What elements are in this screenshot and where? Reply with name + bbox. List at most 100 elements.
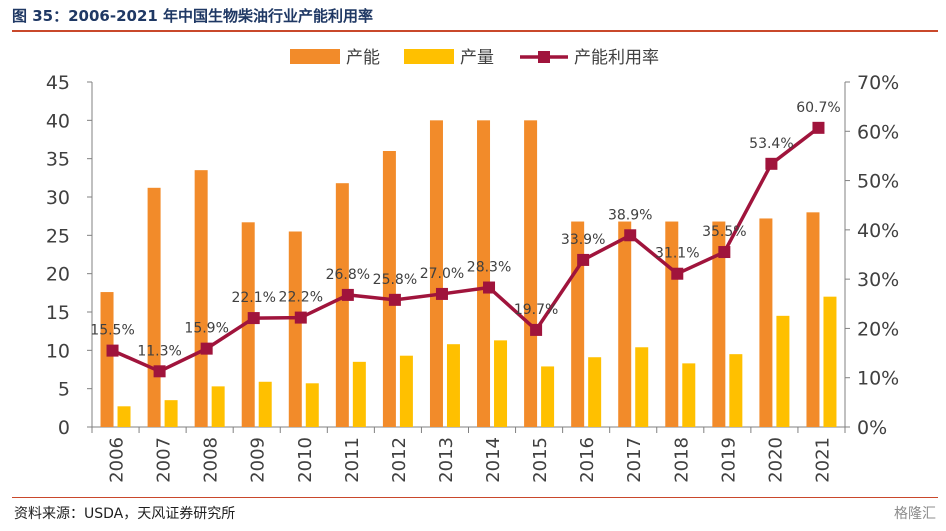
- output-bar: [823, 296, 837, 427]
- utilization-data-label: 28.3%: [467, 260, 511, 276]
- utilization-marker: [106, 344, 119, 357]
- left-tick-label: 25: [46, 225, 70, 247]
- x-tick-label: 2014: [483, 437, 504, 483]
- watermark-logo: 格隆汇: [894, 506, 936, 522]
- utilization-marker: [718, 246, 731, 259]
- chart: 0 5 10 15 20 25 30 35 40 45 0% 10% 20% 30% 40% 50% 60% 70…: [46, 48, 899, 483]
- utilization-data-label: 31.1%: [655, 246, 699, 262]
- x-tick-label: 2011: [342, 437, 363, 483]
- x-tick-label: 2017: [624, 437, 645, 483]
- right-tick-label: 60%: [857, 121, 899, 143]
- x-tick-label: 2021: [812, 437, 833, 483]
- right-tick-label: 0%: [857, 417, 887, 439]
- footer-rule: [12, 497, 938, 498]
- utilization-marker: [812, 121, 825, 134]
- utilization-data-label: 15.9%: [184, 321, 228, 337]
- utilization-marker: [483, 281, 496, 294]
- output-bar: [164, 400, 178, 427]
- capacity-bar: [194, 170, 208, 427]
- x-tick-label: 2007: [154, 437, 175, 483]
- utilization-marker: [200, 342, 213, 355]
- utilization-data-label: 35.5%: [702, 224, 746, 240]
- x-tick-label: 2016: [577, 437, 598, 483]
- utilization-data-label: 33.9%: [561, 232, 605, 248]
- left-tick-label: 20: [46, 264, 70, 286]
- x-tick-label: 2019: [718, 437, 739, 483]
- output-bar: [635, 347, 649, 427]
- capacity-bar: [100, 292, 114, 427]
- output-bar: [258, 381, 272, 427]
- capacity-bar: [429, 120, 443, 427]
- utilization-marker: [577, 253, 590, 266]
- title-rule: [12, 30, 938, 32]
- x-tick-label: 2009: [248, 437, 269, 483]
- output-bar: [117, 406, 131, 427]
- left-tick-label: 40: [46, 110, 70, 132]
- legend-utilization-marker: [538, 51, 550, 63]
- source-note: 资料来源：USDA，天风证券研究所: [14, 506, 236, 522]
- utilization-data-label: 60.7%: [796, 100, 840, 116]
- left-tick-label: 10: [46, 340, 70, 362]
- legend-capacity-label: 产能: [346, 48, 380, 68]
- output-bar: [682, 363, 696, 427]
- utilization-data-label: 26.8%: [326, 267, 370, 283]
- utilization-marker: [530, 323, 543, 336]
- left-tick-label: 5: [58, 379, 70, 401]
- capacity-bar: [618, 221, 632, 427]
- utilization-marker: [294, 311, 307, 324]
- left-tick-label: 30: [46, 187, 70, 209]
- right-tick-label: 40%: [857, 220, 899, 242]
- legend-output-swatch: [404, 49, 454, 64]
- capacity-bar: [571, 221, 585, 427]
- capacity-bar: [759, 218, 773, 427]
- utilization-data-label: 25.8%: [373, 272, 417, 288]
- capacity-bar: [288, 231, 302, 427]
- utilization-marker: [435, 287, 448, 300]
- utilization-marker: [153, 365, 166, 378]
- utilization-marker: [624, 229, 637, 242]
- capacity-bar: [806, 212, 820, 427]
- right-tick-label: 20%: [857, 318, 899, 340]
- left-tick-label: 0: [58, 417, 70, 439]
- utilization-data-label: 22.2%: [279, 290, 323, 306]
- left-tick-label: 45: [46, 72, 70, 94]
- chart-title: 图 35：2006-2021 年中国生物柴油行业产能利用率: [12, 7, 374, 25]
- x-tick-label: 2008: [201, 437, 222, 483]
- capacity-bar: [477, 120, 491, 427]
- capacity-bar: [524, 120, 538, 427]
- utilization-marker: [388, 293, 401, 306]
- utilization-data-label: 22.1%: [231, 290, 275, 306]
- output-bar: [776, 315, 790, 427]
- x-tick-label: 2006: [107, 437, 128, 483]
- capacity-bar: [382, 151, 396, 427]
- right-tick-label: 50%: [857, 171, 899, 193]
- utilization-data-label: 11.3%: [137, 343, 181, 359]
- capacity-bar: [241, 222, 255, 427]
- x-tick-label: 2018: [671, 437, 692, 483]
- capacity-bar: [335, 183, 349, 427]
- utilization-marker: [765, 157, 778, 170]
- output-bar: [446, 344, 460, 427]
- utilization-data-label: 27.0%: [420, 266, 464, 282]
- utilization-line: [111, 126, 820, 374]
- output-bar: [729, 354, 743, 427]
- legend-output-label: 产量: [460, 48, 494, 68]
- output-bar: [352, 361, 366, 427]
- x-tick-label: 2020: [765, 437, 786, 483]
- utilization-marker: [671, 267, 684, 280]
- x-tick-label: 2012: [389, 437, 410, 483]
- capacity-bar: [147, 187, 161, 427]
- capacity-bar: [712, 221, 726, 427]
- utilization-data-label: 38.9%: [608, 207, 652, 223]
- legend-capacity-swatch: [290, 49, 340, 64]
- output-bar: [588, 357, 602, 427]
- utilization-marker: [341, 288, 354, 301]
- output-bar: [541, 366, 555, 427]
- utilization-data-label: 19.7%: [514, 302, 558, 318]
- right-tick-label: 70%: [857, 72, 899, 94]
- utilization-marker: [247, 312, 260, 325]
- legend-utilization-label: 产能利用率: [574, 48, 659, 68]
- x-tick-label: 2013: [436, 437, 457, 483]
- right-tick-label: 30%: [857, 269, 899, 291]
- utilization-data-label: 15.5%: [90, 323, 134, 339]
